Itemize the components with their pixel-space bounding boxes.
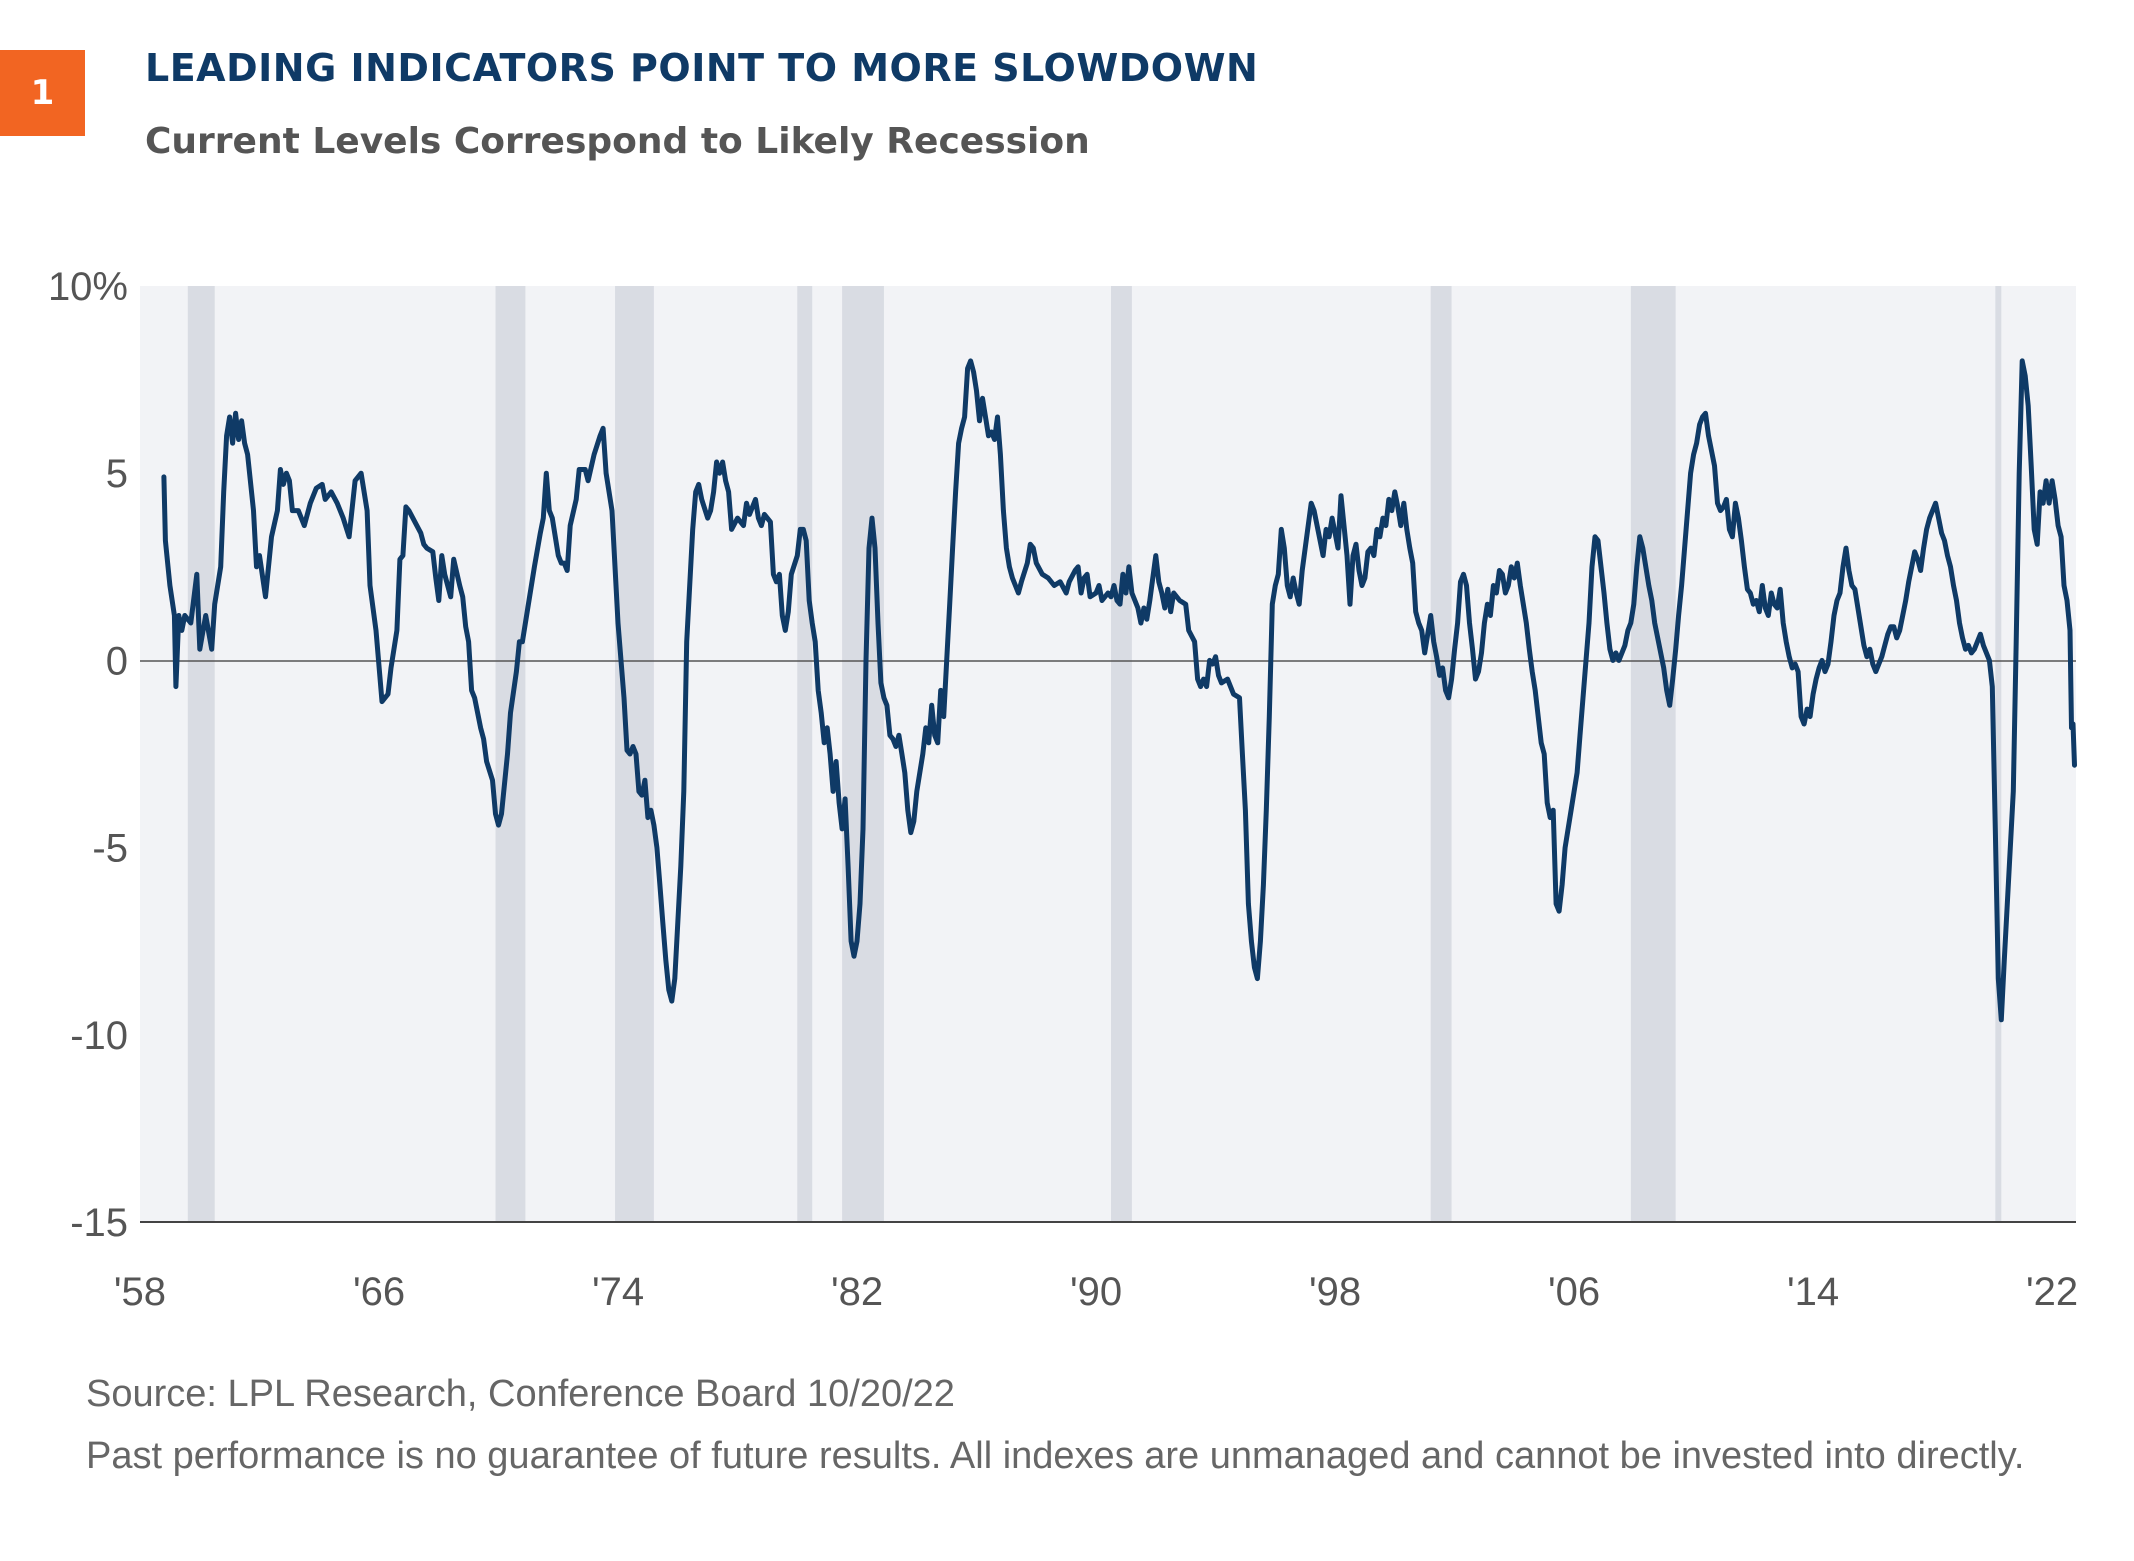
y-tick-label: -5 xyxy=(92,827,128,871)
recession-band xyxy=(797,286,813,1222)
recession-band xyxy=(1630,286,1676,1222)
recession-band xyxy=(1110,286,1132,1222)
chart-title: LEADING INDICATORS POINT TO MORE SLOWDOW… xyxy=(145,46,1259,90)
x-tick-label: '22 xyxy=(2026,1270,2078,1314)
y-axis-ticks: 10% 5 0 -5 -10 -15 xyxy=(48,265,128,1245)
y-tick-label: -15 xyxy=(70,1201,128,1245)
plot-background xyxy=(140,286,2076,1222)
x-axis-ticks: '58 '66 '74 '82 '90 '98 '06 '14 '22 xyxy=(114,1270,2078,1314)
recession-band xyxy=(1430,286,1452,1222)
recession-band xyxy=(187,286,215,1222)
y-tick-label: 10% xyxy=(48,265,128,309)
x-tick-label: '90 xyxy=(1070,1270,1122,1314)
source-note: Source: LPL Research, Conference Board 1… xyxy=(86,1373,955,1415)
x-tick-label: '06 xyxy=(1548,1270,1600,1314)
x-tick-label: '66 xyxy=(353,1270,405,1314)
x-tick-label: '58 xyxy=(114,1270,166,1314)
x-tick-label: '98 xyxy=(1309,1270,1361,1314)
x-tick-label: '14 xyxy=(1787,1270,1839,1314)
disclaimer-note: Past performance is no guarantee of futu… xyxy=(86,1435,2025,1477)
y-tick-label: -10 xyxy=(70,1014,128,1058)
y-tick-label: 5 xyxy=(106,452,128,496)
recession-band xyxy=(1995,286,2002,1222)
x-tick-label: '74 xyxy=(592,1270,644,1314)
chart-subtitle: Current Levels Correspond to Likely Rece… xyxy=(145,121,1090,162)
figure-number-badge: 1 xyxy=(0,50,85,136)
y-tick-label: 0 xyxy=(106,639,128,683)
leading-indicator-line xyxy=(161,358,2077,1023)
recession-band xyxy=(495,286,526,1222)
x-tick-label: '82 xyxy=(831,1270,883,1314)
